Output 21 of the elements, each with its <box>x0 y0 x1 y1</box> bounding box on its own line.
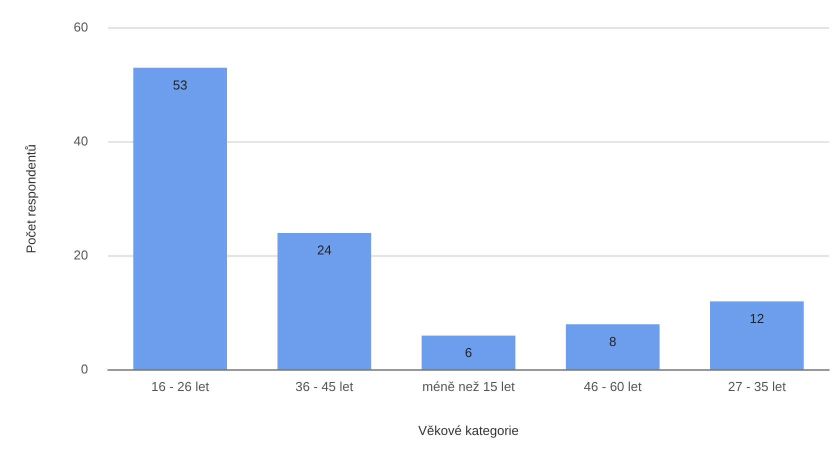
bar <box>422 336 516 370</box>
y-tick-label: 40 <box>74 133 88 148</box>
x-tick-label: 46 - 60 let <box>584 379 642 394</box>
y-tick-label: 20 <box>74 247 88 262</box>
y-tick-label: 0 <box>80 361 88 376</box>
x-axis-title: Věkové kategorie <box>418 422 519 438</box>
y-axis-title: Počet respondentů <box>23 144 38 254</box>
data-label: 8 <box>609 334 616 349</box>
x-tick-label: méně než 15 let <box>422 379 516 394</box>
data-label: 24 <box>317 242 332 258</box>
data-label: 53 <box>172 77 188 92</box>
data-label: 12 <box>750 310 764 326</box>
y-tick-label: 60 <box>74 19 88 34</box>
bar <box>277 233 372 370</box>
bar <box>710 301 804 370</box>
bar <box>566 324 660 370</box>
x-tick-label: 27 - 35 let <box>728 379 786 394</box>
bar <box>133 68 228 370</box>
x-tick-label: 16 - 26 let <box>151 379 210 394</box>
data-label: 6 <box>464 345 472 360</box>
x-tick-label: 36 - 45 let <box>295 379 354 394</box>
